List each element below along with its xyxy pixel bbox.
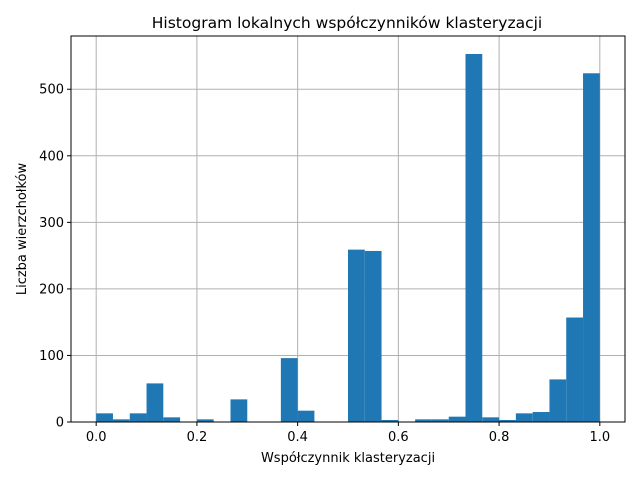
histogram-bar xyxy=(96,413,113,422)
x-tick-label: 0.2 xyxy=(187,430,208,445)
y-tick-label: 0 xyxy=(56,416,64,431)
y-axis-label: Liczba wierzchołków xyxy=(15,163,30,296)
chart-title: Histogram lokalnych współczynników klast… xyxy=(152,14,542,32)
histogram-bar xyxy=(448,416,466,422)
x-tick-label: 0.4 xyxy=(287,430,308,445)
plot-frame xyxy=(70,35,626,423)
histogram-bar xyxy=(431,419,449,422)
histogram-bar xyxy=(129,413,147,422)
histogram-bar xyxy=(297,410,315,422)
x-axis-label: Współczynnik klasteryzacji xyxy=(261,451,435,466)
histogram-bar xyxy=(499,420,516,422)
bars xyxy=(96,53,600,422)
histogram-bar xyxy=(196,419,214,422)
y-tick-label: 400 xyxy=(39,149,64,164)
histogram-bar xyxy=(163,417,181,422)
x-axis-ticks: 0.0 0.2 0.4 0.6 0.8 1.0 xyxy=(86,422,610,445)
histogram-bar xyxy=(381,420,399,422)
y-tick-label: 500 xyxy=(39,83,64,98)
x-tick-label: 0.6 xyxy=(388,430,409,445)
x-tick-label: 0.0 xyxy=(86,430,107,445)
histogram-bar xyxy=(549,379,567,422)
histogram-bar xyxy=(230,399,248,422)
histogram-bar xyxy=(112,419,130,422)
histogram-bar xyxy=(348,249,365,422)
histogram-bar xyxy=(465,53,483,422)
y-tick-label: 100 xyxy=(39,349,64,364)
histogram-bar xyxy=(566,317,583,422)
histogram-bar xyxy=(515,413,533,422)
y-axis-ticks: 0 100 200 300 400 500 xyxy=(39,83,71,431)
y-tick-label: 300 xyxy=(39,216,64,231)
histogram-bar xyxy=(280,358,298,422)
histogram-bar xyxy=(364,250,382,422)
histogram-bar xyxy=(415,419,432,422)
histogram-bar xyxy=(583,73,600,422)
x-tick-label: 0.8 xyxy=(489,430,510,445)
histogram-bar xyxy=(146,383,164,422)
y-tick-label: 200 xyxy=(39,282,64,297)
x-tick-label: 1.0 xyxy=(589,430,610,445)
histogram-bar xyxy=(532,412,550,422)
histogram-bar xyxy=(482,417,500,422)
